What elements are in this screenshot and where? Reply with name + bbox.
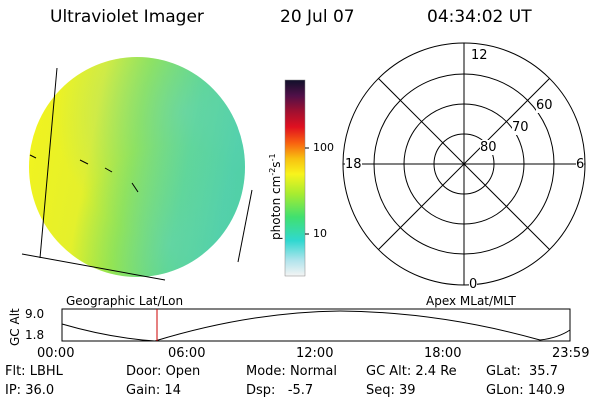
status-seq: Seq: 39 <box>366 383 416 398</box>
lat-label-80: 80 <box>480 140 497 155</box>
status-glat: GLat: 35.7 <box>486 364 558 379</box>
timeline-xtick-0: 00:00 <box>37 346 75 361</box>
geographic-grid-lines <box>21 67 253 281</box>
status-dsp: Dsp: -5.7 <box>246 383 314 398</box>
mlt-label-top: 12 <box>471 48 488 63</box>
status-ip: IP: 36.0 <box>5 383 55 398</box>
timeline-xtick-1: 06:00 <box>168 346 206 361</box>
mlt-label-left: 18 <box>345 157 362 172</box>
mlt-label-right: 6 <box>576 157 585 172</box>
timeline-right-title: Apex MLat/MLT <box>426 294 516 308</box>
status-gc-alt: GC Alt: 2.4 Re <box>366 364 457 379</box>
polar-mlt-plot <box>342 42 586 286</box>
status-glon: GLon: 140.9 <box>486 383 566 398</box>
timeline-ytick-low: 1.8 <box>25 328 45 342</box>
timeline-ytick-high: 9.0 <box>25 307 45 321</box>
timeline-xtick-3: 18:00 <box>424 346 462 361</box>
status-flt: Flt: LBHL <box>5 364 63 379</box>
image-time: 04:34:02 UT <box>427 7 532 27</box>
image-date: 20 Jul 07 <box>280 7 355 27</box>
status-door: Door: Open <box>126 364 201 379</box>
colorbar-tick-100: 100 <box>313 141 334 154</box>
timeline-xtick-4: 23:59 <box>552 346 590 361</box>
timeline-xtick-2: 12:00 <box>296 346 334 361</box>
altitude-curve <box>61 310 571 342</box>
lat-label-70: 70 <box>512 120 529 135</box>
lat-label-60: 60 <box>536 98 553 113</box>
timeline-left-title: Geographic Lat/Lon <box>66 294 184 308</box>
mlt-label-bottom: 0 <box>469 277 478 292</box>
status-gain: Gain: 14 <box>126 383 181 398</box>
colorbar <box>284 79 309 277</box>
status-mode: Mode: Normal <box>246 364 337 379</box>
colorbar-tick-10: 10 <box>313 227 327 240</box>
app-title: Ultraviolet Imager <box>50 7 204 27</box>
